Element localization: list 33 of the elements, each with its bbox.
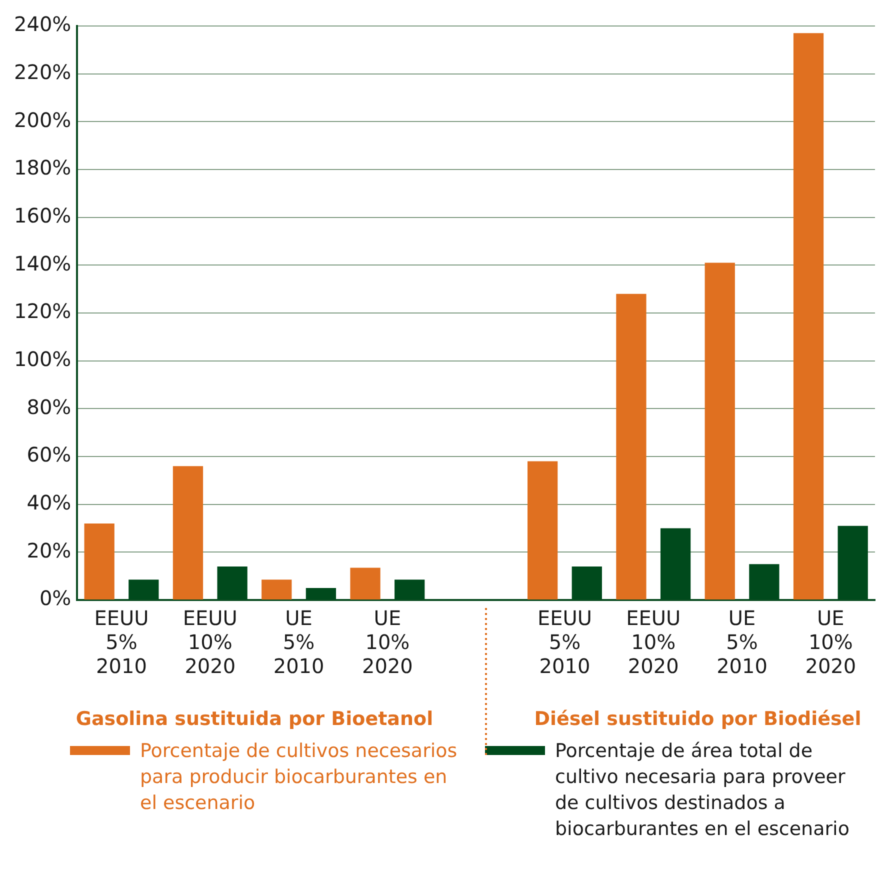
- y-tick-label: 120%: [14, 299, 72, 324]
- bar: [528, 461, 558, 600]
- y-tick-label: 160%: [14, 204, 72, 228]
- legend-label: Porcentaje de área total de cultivo necesaria para proveer de cultivos destinados a biocarburantes en el escenario: [555, 739, 850, 842]
- y-tick-label: 20%: [26, 538, 72, 562]
- bar: [704, 262, 735, 600]
- bar: [262, 580, 292, 600]
- y-tick-label: 200%: [14, 108, 72, 132]
- bar: [350, 568, 380, 600]
- y-tick-label: 40%: [26, 490, 72, 515]
- y-tick-label: 220%: [14, 60, 72, 84]
- y-tick-label: 240%: [14, 12, 72, 36]
- x-tick-label: EEUU 5% 2010: [94, 606, 149, 678]
- bar: [793, 33, 824, 600]
- bar: [172, 466, 204, 600]
- y-tick-label: 180%: [14, 156, 72, 180]
- y-tick-label: 140%: [14, 251, 72, 276]
- y-tick-label: 100%: [14, 347, 72, 372]
- text: Gasolina sustituida por Bioetanol: [76, 708, 434, 730]
- bar: [616, 294, 646, 600]
- x-tick-label: EEUU 10% 2020: [626, 606, 681, 678]
- y-tick-label: 80%: [26, 394, 72, 419]
- bar: [84, 523, 114, 600]
- x-tick-label: EEUU 10% 2020: [182, 606, 238, 678]
- x-tick-label: UE 10% 2020: [805, 606, 856, 678]
- x-tick-label: UE 5% 2010: [273, 606, 324, 678]
- y-tick-label: 0%: [39, 586, 72, 610]
- text: Diésel sustituido por Biodiésel: [534, 708, 862, 730]
- x-tick-label: UE 5% 2010: [716, 606, 768, 678]
- legend-label: Porcentaje de cultivos necesarios para producir biocarburantes en el escenario: [140, 739, 458, 816]
- x-tick-label: UE 10% 2020: [362, 606, 413, 678]
- x-tick-label: EEUU 5% 2010: [537, 606, 592, 678]
- y-tick-label: 60%: [26, 442, 72, 467]
